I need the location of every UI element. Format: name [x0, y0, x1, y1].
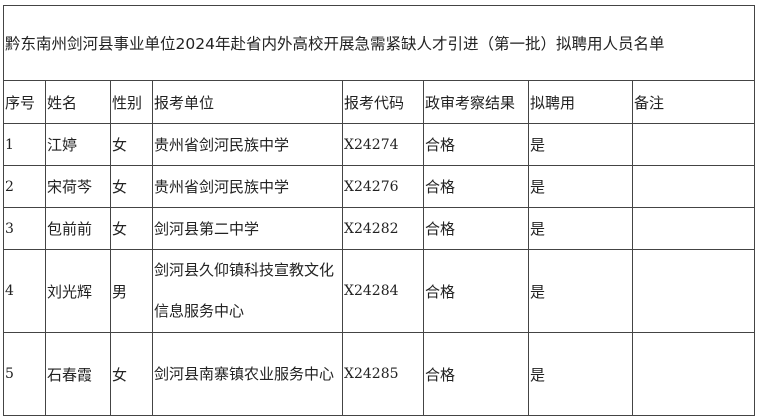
cell-result: 合格 — [423, 165, 529, 208]
cell-unit: 贵州省剑河民族中学 — [152, 123, 343, 166]
cell-gender: 女 — [110, 332, 153, 416]
cell-code: X24285 — [342, 332, 424, 416]
header-unit: 报考单位 — [152, 80, 343, 124]
cell-code: X24284 — [342, 249, 424, 333]
header-note: 备注 — [631, 80, 756, 124]
cell-result: 合格 — [423, 123, 529, 166]
cell-result: 合格 — [423, 207, 529, 250]
cell-unit: 剑河县南寨镇农业服务中心 — [152, 332, 343, 416]
cell-name: 江婷 — [45, 123, 111, 166]
cell-hire: 是 — [528, 123, 633, 166]
cell-name: 石春霞 — [45, 332, 111, 416]
cell-no: 2 — [3, 165, 46, 208]
header-hire: 拟聘用 — [528, 80, 633, 124]
cell-code: X24282 — [342, 207, 424, 250]
header-row: 序号 姓名 性别 报考单位 报考代码 政审考察结果 拟聘用 备注 — [3, 80, 756, 124]
table-row: 2 宋荷芩 女 贵州省剑河民族中学 X24276 合格 是 — [3, 165, 756, 208]
table-title: 黔东南州剑河县事业单位2024年赴省内外高校开展急需紧缺人才引进（第一批）拟聘用… — [2, 5, 756, 81]
header-no: 序号 — [3, 80, 46, 124]
table-row: 5 石春霞 女 剑河县南寨镇农业服务中心 X24285 合格 是 — [3, 332, 756, 416]
header-result: 政审考察结果 — [423, 80, 529, 124]
cell-note — [631, 207, 756, 250]
cell-hire: 是 — [528, 249, 633, 333]
cell-gender: 女 — [110, 207, 153, 250]
header-gender: 性别 — [110, 80, 153, 124]
table-row: 3 包前前 女 剑河县第二中学 X24282 合格 是 — [3, 207, 756, 250]
cell-note — [631, 249, 756, 333]
cell-result: 合格 — [423, 332, 529, 416]
cell-no: 4 — [3, 249, 46, 333]
header-code: 报考代码 — [342, 80, 424, 124]
cell-no: 1 — [3, 123, 46, 166]
cell-name: 刘光辉 — [45, 249, 111, 333]
cell-gender: 男 — [110, 249, 153, 333]
hiring-list-table: 黔东南州剑河县事业单位2024年赴省内外高校开展急需紧缺人才引进（第一批）拟聘用… — [2, 5, 756, 416]
cell-note — [631, 332, 756, 416]
cell-code: X24274 — [342, 123, 424, 166]
cell-no: 5 — [3, 332, 46, 416]
table-row: 4 刘光辉 男 剑河县久仰镇科技宣教文化信息服务中心 X24284 合格 是 — [3, 249, 756, 333]
cell-hire: 是 — [528, 165, 633, 208]
cell-hire: 是 — [528, 332, 633, 416]
cell-code: X24276 — [342, 165, 424, 208]
cell-gender: 女 — [110, 165, 153, 208]
cell-unit: 剑河县久仰镇科技宣教文化信息服务中心 — [152, 249, 343, 333]
cell-hire: 是 — [528, 207, 633, 250]
cell-unit: 剑河县第二中学 — [152, 207, 343, 250]
cell-gender: 女 — [110, 123, 153, 166]
cell-result: 合格 — [423, 249, 529, 333]
header-name: 姓名 — [45, 80, 111, 124]
cell-unit: 贵州省剑河民族中学 — [152, 165, 343, 208]
table-row: 1 江婷 女 贵州省剑河民族中学 X24274 合格 是 — [3, 123, 756, 166]
cell-name: 宋荷芩 — [45, 165, 111, 208]
cell-note — [631, 123, 756, 166]
cell-name: 包前前 — [45, 207, 111, 250]
cell-note — [631, 165, 756, 208]
cell-no: 3 — [3, 207, 46, 250]
